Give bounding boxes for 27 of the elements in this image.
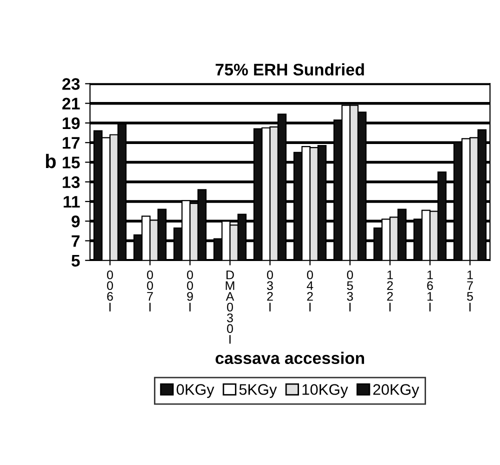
y-tick-label: 13: [62, 176, 80, 188]
y-tick-label: 23: [62, 78, 80, 90]
y-tick-label: 5: [72, 254, 80, 267]
chart-title: 75% ERH Sundried: [216, 63, 364, 76]
x-tick-label: 161I: [427, 270, 433, 312]
x-tick-label: DMA030I: [226, 270, 234, 344]
legend-label: 5KGy: [239, 384, 277, 398]
y-tick-label: 19: [62, 117, 80, 130]
y-tick-label: 7: [72, 235, 80, 247]
x-tick-label: 032I: [267, 270, 273, 312]
x-axis-title: cassava accession: [216, 352, 364, 364]
x-tick-label: 053I: [347, 270, 353, 312]
x-tick-label: 042I: [306, 270, 314, 312]
legend-label: 20KGy: [373, 384, 420, 398]
y-tick-label: 15: [62, 156, 80, 168]
y-axis-title: b: [46, 154, 56, 168]
x-tick-label: 175I: [467, 270, 473, 312]
legend-label: 0KGy: [176, 384, 214, 398]
y-tick-label: 21: [62, 98, 80, 110]
y-tick-label: 17: [62, 137, 80, 149]
y-tick-label: 9: [72, 216, 80, 228]
x-tick-label: 009I: [187, 270, 193, 312]
x-tick-label: 122I: [387, 270, 393, 312]
legend-label: 10KGy: [302, 384, 348, 398]
x-tick-label: 006I: [107, 270, 113, 312]
y-tick-label: 11: [64, 196, 80, 208]
x-tick-label: 007I: [147, 270, 153, 312]
